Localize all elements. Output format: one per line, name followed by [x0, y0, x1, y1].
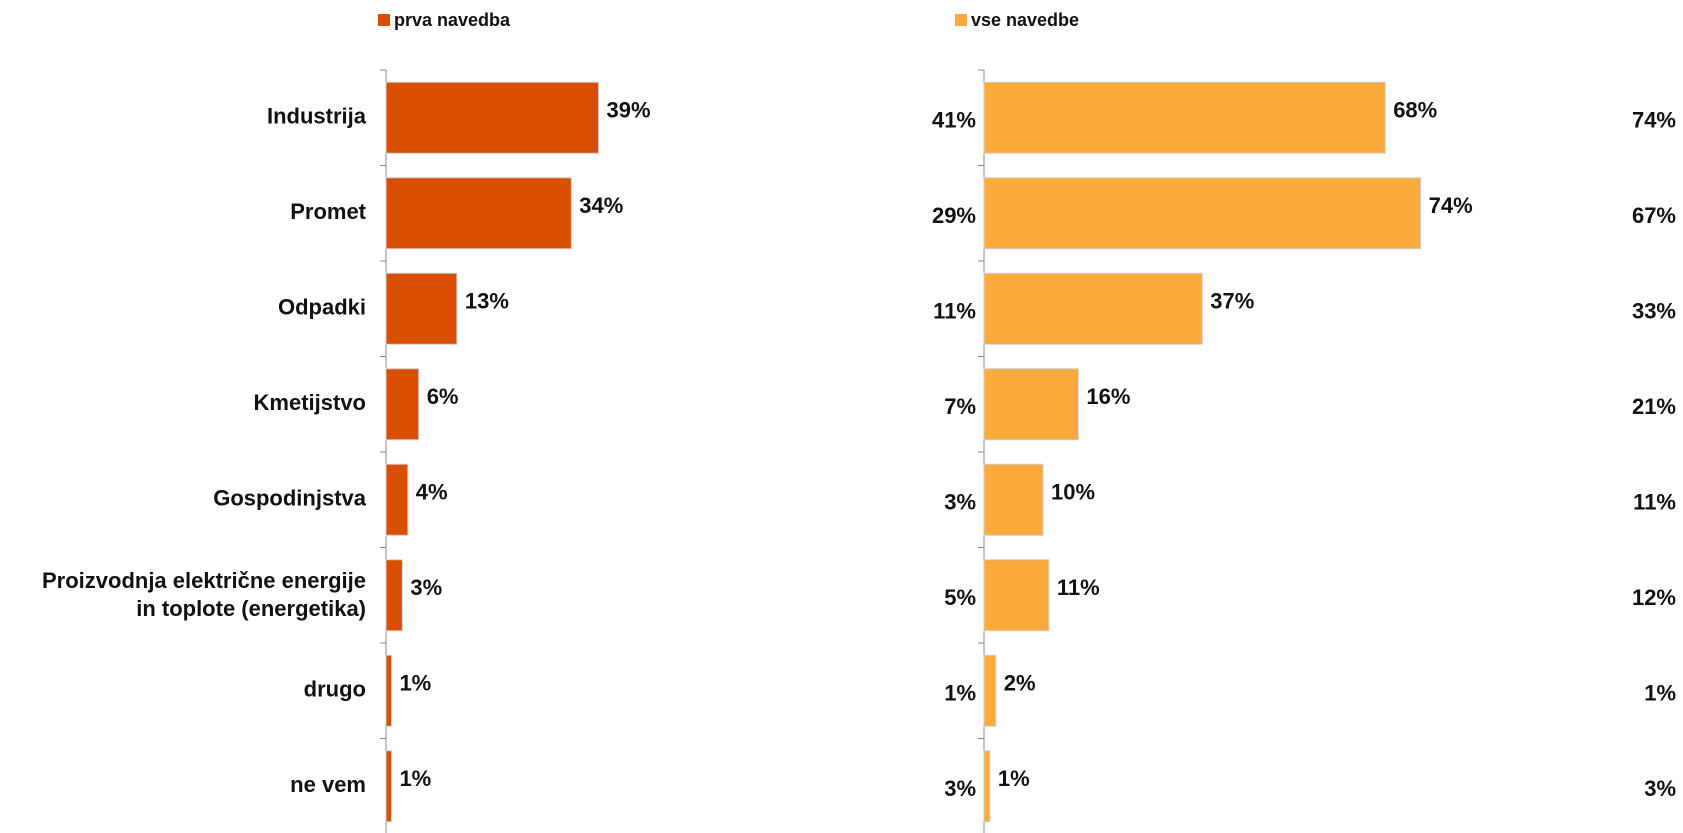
bar-vse-navedbe — [983, 177, 1422, 250]
legend-prva-navedba: prva navedba — [378, 8, 510, 32]
bar-vse-navedbe — [983, 750, 991, 823]
right-value-label: 33% — [1632, 299, 1676, 324]
category-label: in toplote (energetika) — [136, 596, 366, 621]
data-label: 68% — [1393, 98, 1437, 123]
data-label: 74% — [1429, 193, 1473, 218]
category-label: Odpadki — [278, 295, 366, 320]
data-label: 11% — [1057, 575, 1100, 600]
left-value-label: 11% — [933, 299, 976, 324]
right-value-label: 74% — [1632, 108, 1676, 133]
bar-prva-navedba — [385, 654, 392, 727]
data-label: 16% — [1086, 384, 1130, 409]
left-value-label: 29% — [932, 203, 976, 228]
data-label: 3% — [410, 575, 442, 600]
data-label: 1% — [998, 766, 1030, 791]
category-label: Proizvodnja električne energije — [42, 568, 366, 593]
data-label: 6% — [427, 384, 459, 409]
legend-swatch-vse-navedbe — [955, 14, 967, 26]
data-label: 13% — [465, 289, 509, 314]
bar-vse-navedbe — [983, 272, 1203, 345]
right-value-label: 12% — [1632, 585, 1676, 610]
left-value-label: 5% — [944, 585, 976, 610]
right-value-label: 1% — [1644, 681, 1676, 706]
legend-swatch-prva-navedba — [378, 14, 390, 26]
data-label: 2% — [1004, 671, 1036, 696]
left-value-label: 7% — [944, 394, 976, 419]
legend-label-prva-navedba: prva navedba — [394, 9, 511, 30]
bar-prva-navedba — [385, 81, 600, 154]
data-label: 39% — [607, 98, 651, 123]
right-value-label: 3% — [1644, 776, 1676, 801]
bar-vse-navedbe — [983, 463, 1044, 536]
data-label: 1% — [399, 671, 431, 696]
bar-vse-navedbe — [983, 559, 1050, 632]
legend-vse-navedbe: vse navedbe — [955, 8, 1079, 32]
data-label: 4% — [416, 480, 448, 505]
data-label: 1% — [399, 766, 431, 791]
data-label: 37% — [1210, 289, 1254, 314]
left-value-label: 41% — [932, 108, 976, 133]
category-label: Kmetijstvo — [254, 390, 366, 415]
bar-prva-navedba — [385, 368, 420, 441]
bar-vse-navedbe — [983, 368, 1079, 441]
left-value-label: 3% — [944, 776, 976, 801]
category-label: Promet — [290, 199, 366, 224]
right-value-label: 11% — [1633, 490, 1676, 515]
data-label: 10% — [1051, 480, 1095, 505]
right-value-label: 67% — [1632, 203, 1676, 228]
category-label: Gospodinjstva — [213, 486, 367, 511]
bar-prva-navedba — [385, 559, 403, 632]
bar-prva-navedba — [385, 177, 572, 250]
left-value-label: 1% — [944, 681, 976, 706]
bar-prva-navedba — [385, 750, 392, 823]
bar-prva-navedba — [385, 463, 409, 536]
category-label: Industrija — [267, 104, 367, 129]
category-label: ne vem — [290, 772, 366, 797]
data-label: 34% — [579, 193, 623, 218]
bar-vse-navedbe — [983, 654, 997, 727]
category-label: drugo — [304, 677, 366, 702]
legend-label-vse-navedbe: vse navedbe — [971, 9, 1080, 30]
bar-vse-navedbe — [983, 81, 1386, 154]
left-value-label: 3% — [944, 490, 976, 515]
bar-prva-navedba — [385, 272, 458, 345]
right-value-label: 21% — [1632, 394, 1676, 419]
